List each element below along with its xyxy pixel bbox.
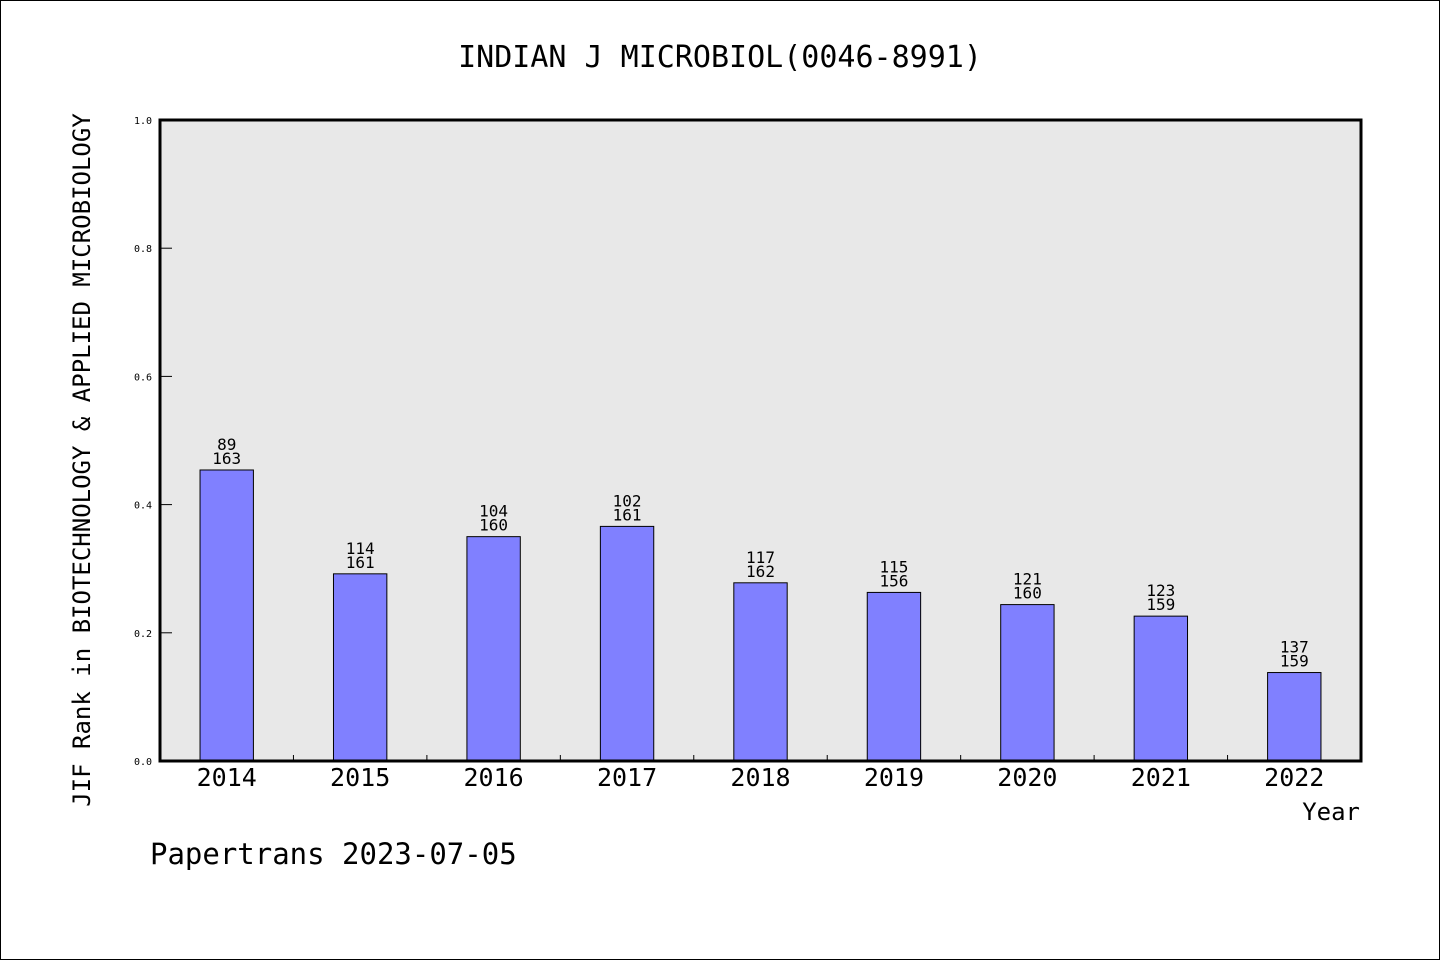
- footer-credit: Papertrans 2023-07-05: [150, 837, 517, 871]
- bar-rank-label: 137: [1280, 638, 1309, 657]
- x-tick-label: 2020: [997, 763, 1057, 792]
- bar-rank-label: 117: [746, 548, 775, 567]
- bar-rank-label: 89: [217, 435, 236, 454]
- plot-border: [158, 118, 1363, 763]
- bar-total-label: 156: [879, 571, 908, 590]
- y-tick-label: 0.2: [134, 629, 152, 640]
- x-tick-label: 2018: [730, 763, 790, 792]
- bar: [466, 536, 521, 762]
- bar-total-label: 159: [1146, 595, 1175, 614]
- x-tick-label: 2022: [1264, 763, 1324, 792]
- bar: [1000, 604, 1055, 762]
- bar-total-label: 159: [1280, 652, 1309, 671]
- bar: [599, 525, 655, 762]
- y-tick-label: 0.4: [134, 501, 152, 512]
- bar: [733, 582, 788, 762]
- bar-total-label: 161: [613, 505, 642, 524]
- y-tick-label: 0.8: [134, 244, 152, 255]
- x-tick-label: 2021: [1131, 763, 1191, 792]
- x-tick-label: 2016: [464, 763, 524, 792]
- bar-rank-label: 102: [613, 491, 642, 510]
- bar-total-label: 160: [1013, 584, 1042, 603]
- x-tick-label: 2017: [597, 763, 657, 792]
- bar: [1133, 615, 1189, 762]
- chart-title: INDIAN J MICROBIOL(0046-8991): [458, 40, 982, 75]
- y-tick-label: 1.0: [134, 116, 152, 127]
- x-axis-label: Year: [1302, 798, 1360, 826]
- bar-rank-label: 114: [346, 539, 375, 558]
- y-tick-label: 0.0: [134, 757, 152, 768]
- x-tick-label: 2014: [197, 763, 257, 792]
- bar: [1267, 672, 1322, 762]
- x-ticks-group: 2014 2015 2016 2017 2018 2019 2020 2021 2022: [197, 755, 1324, 792]
- bar-total-label: 161: [346, 553, 375, 572]
- bar-rank-label: 104: [479, 502, 508, 521]
- bar: [199, 469, 254, 762]
- bar-rank-label: 121: [1013, 570, 1042, 589]
- bar-total-label: 163: [212, 449, 241, 468]
- x-tick-label: 2019: [864, 763, 924, 792]
- y-axis-label: JIF Rank in BIOTECHNOLOGY & APPLIED MICR…: [68, 113, 96, 807]
- bar: [332, 573, 388, 762]
- bar-total-label: 160: [479, 516, 508, 535]
- bar-rank-label: 123: [1146, 581, 1175, 600]
- bar-total-label: 162: [746, 562, 775, 581]
- bar: [866, 591, 922, 762]
- bar-rank-label: 115: [879, 557, 908, 576]
- y-tick-label: 0.6: [134, 372, 152, 383]
- x-tick-label: 2015: [330, 763, 390, 792]
